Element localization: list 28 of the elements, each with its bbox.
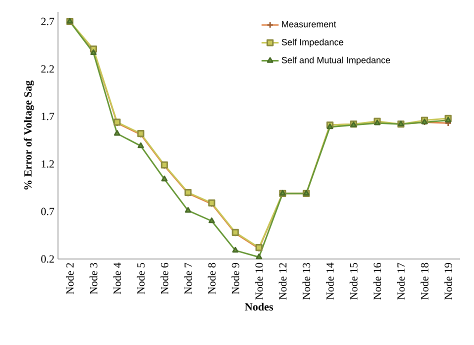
y-tick-label: 0.2: [41, 255, 54, 263]
x-tick-label: Node 8: [208, 262, 216, 294]
x-tick-label: Node 12: [278, 263, 287, 300]
y-tick-label: 2.2: [41, 65, 54, 73]
x-tick-label: Node 16: [373, 262, 382, 300]
x-tick-label: Node 10: [255, 262, 263, 300]
x-tick-label: Node 9: [232, 262, 240, 294]
x-tick-label: Node 18: [420, 262, 428, 300]
y-tick-label: 2.7: [41, 18, 54, 26]
x-tick-label: Node 5: [136, 262, 145, 294]
x-tick-label: Node 17: [397, 262, 405, 300]
x-tick-label: Node 7: [184, 262, 192, 294]
x-tick-label: Node 14: [326, 262, 334, 300]
x-tick-label: Node 2: [66, 263, 74, 294]
x-tick-label: Node 6: [160, 262, 168, 294]
y-tick-label: 1.7: [42, 112, 54, 120]
x-tick-label: Node 15: [350, 262, 358, 300]
y-axis-title: % Error of Voltage Sag: [24, 80, 34, 190]
x-tick-label: Node 13: [302, 262, 310, 300]
legend-label: Self Impedance: [282, 38, 344, 48]
legend-label: Measurement: [282, 21, 336, 28]
x-tick-label: Node 4: [113, 262, 121, 294]
legend-label: Self and Mutual Impedance: [282, 56, 390, 66]
y-tick-label: 1.2: [42, 160, 54, 168]
y-tick-label: 0.7: [41, 208, 54, 216]
x-axis-title: Nodes: [244, 302, 274, 311]
x-tick-label: Node 3: [90, 262, 98, 294]
x-tick-label: Node 19: [444, 262, 452, 300]
